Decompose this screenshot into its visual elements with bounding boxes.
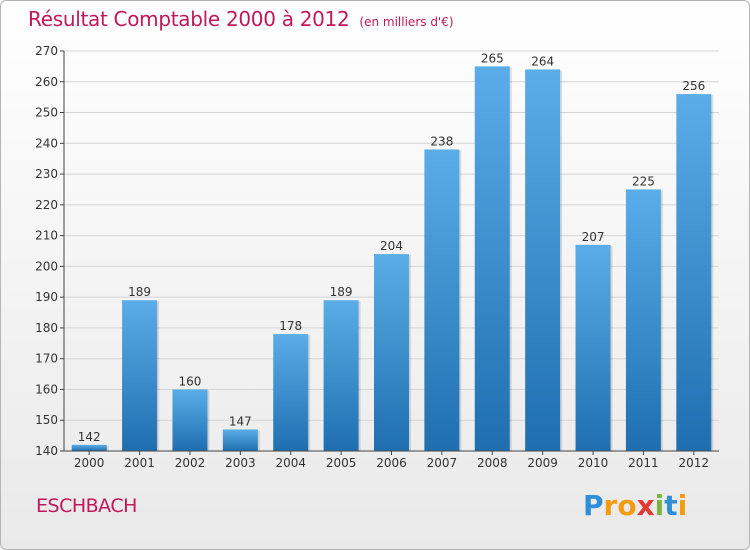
bar bbox=[525, 69, 561, 451]
bar bbox=[273, 334, 309, 451]
x-tick-label: 2005 bbox=[326, 456, 357, 470]
data-label: 265 bbox=[481, 51, 504, 65]
x-tick-label: 2012 bbox=[679, 456, 710, 470]
x-tick-label: 2008 bbox=[477, 456, 508, 470]
data-label: 142 bbox=[78, 430, 101, 444]
data-label: 147 bbox=[229, 414, 252, 428]
bar bbox=[575, 244, 611, 451]
data-label: 189 bbox=[330, 285, 353, 299]
y-tick-label: 140 bbox=[35, 444, 58, 458]
proxiti-logo: Proxiti bbox=[583, 489, 687, 522]
data-label: 207 bbox=[582, 230, 605, 244]
x-tick-label: 2006 bbox=[376, 456, 407, 470]
y-tick-label: 250 bbox=[35, 106, 58, 120]
x-tick-label: 2009 bbox=[527, 456, 558, 470]
logo-letter: i bbox=[677, 489, 688, 522]
x-tick-label: 2007 bbox=[427, 456, 458, 470]
x-tick-label: 2000 bbox=[74, 456, 105, 470]
y-tick-label: 230 bbox=[35, 167, 58, 181]
y-tick-label: 160 bbox=[35, 382, 58, 396]
x-tick-label: 2003 bbox=[225, 456, 256, 470]
data-label: 256 bbox=[682, 79, 705, 93]
logo-letter: i bbox=[654, 489, 665, 522]
bar bbox=[222, 429, 258, 451]
data-label: 204 bbox=[380, 239, 403, 253]
data-label: 189 bbox=[128, 285, 151, 299]
logo-letter: x bbox=[636, 489, 655, 522]
data-label: 178 bbox=[279, 319, 302, 333]
logo-letter: P bbox=[583, 489, 604, 522]
bar bbox=[323, 300, 359, 451]
bar bbox=[424, 149, 460, 451]
axes: 140 150 160 170 180 190 200 210 220 230 240 250 260 2… bbox=[35, 44, 719, 470]
bar bbox=[625, 189, 661, 451]
y-tick-label: 170 bbox=[35, 352, 58, 366]
y-tick-label: 200 bbox=[35, 259, 58, 273]
y-tick-label: 180 bbox=[35, 321, 58, 335]
data-label: 238 bbox=[430, 134, 453, 148]
chart-subtitle: (en milliers d'€) bbox=[359, 15, 454, 29]
x-tick-label: 2004 bbox=[275, 456, 306, 470]
commune-name: ESCHBACH bbox=[36, 495, 137, 517]
y-tick-label: 240 bbox=[35, 136, 58, 150]
bar bbox=[374, 254, 409, 451]
bar bbox=[122, 300, 158, 451]
x-tick-label: 2002 bbox=[175, 456, 206, 470]
bar bbox=[172, 389, 208, 451]
chart-title-block: Résultat Comptable 2000 à 2012 (en millie… bbox=[28, 7, 454, 31]
x-tick-label: 2010 bbox=[578, 456, 609, 470]
y-tick-label: 220 bbox=[35, 198, 58, 212]
bar bbox=[676, 94, 712, 452]
y-tick-label: 190 bbox=[35, 290, 58, 304]
bars: 142 189 160 147 178 189 204 238 265 264 207 225 256 bbox=[71, 51, 714, 452]
y-tick-label: 270 bbox=[35, 44, 58, 58]
bar bbox=[474, 66, 510, 451]
bar bbox=[71, 444, 107, 451]
logo-letter: r bbox=[603, 489, 618, 522]
y-tick-label: 150 bbox=[35, 413, 58, 427]
x-tick-label: 2001 bbox=[124, 456, 155, 470]
chart-title: Résultat Comptable 2000 à 2012 bbox=[28, 7, 350, 31]
y-tick-label: 210 bbox=[35, 229, 58, 243]
logo-letter: t bbox=[664, 489, 678, 522]
x-tick-label: 2011 bbox=[628, 456, 659, 470]
logo-letter: o bbox=[617, 489, 637, 522]
data-label: 264 bbox=[531, 54, 554, 68]
y-tick-label: 260 bbox=[35, 75, 58, 89]
data-label: 225 bbox=[632, 174, 655, 188]
data-label: 160 bbox=[179, 374, 202, 388]
